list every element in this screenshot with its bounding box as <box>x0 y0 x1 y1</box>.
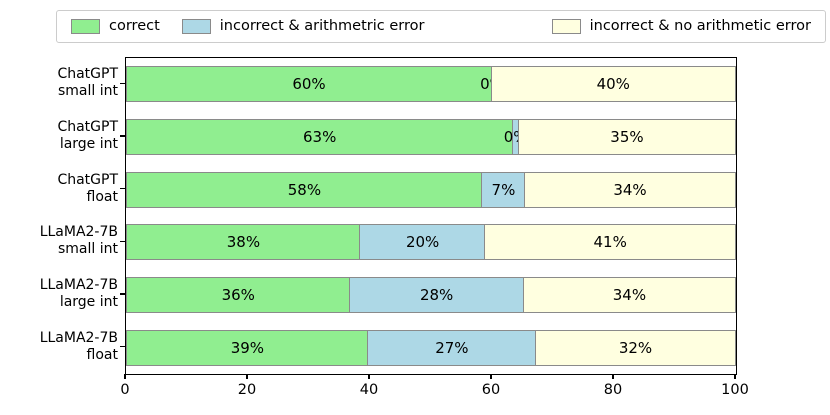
bar-segment-label: 36% <box>221 286 255 304</box>
bar-segment-label: 38% <box>226 233 261 252</box>
legend-label: incorrect & arithmetric error <box>219 18 425 35</box>
bar-segment: 39% <box>126 329 369 366</box>
x-tick-label: 60 <box>481 382 501 398</box>
y-axis-label: ChatGPT large int <box>57 119 118 152</box>
bar-segment: 27% <box>367 329 537 366</box>
bar-segment: 63% <box>126 119 514 155</box>
legend-item-correct: correct <box>71 19 160 34</box>
bar-segment-label: 28% <box>419 286 454 304</box>
bar-segment-label: 7% <box>491 180 516 199</box>
bar-segment: 20% <box>359 224 486 261</box>
bar-segment: 34% <box>522 277 736 313</box>
plot-area: 60%0%40%63%0%35%58%7%34%38%20%41%36%28%3… <box>125 57 737 375</box>
bar-segment-label: 27% <box>435 338 469 357</box>
bar-segment: 38% <box>126 224 361 261</box>
y-axis-label: LLaMA2-7B float <box>39 329 118 363</box>
bar-segment-label: 58% <box>287 180 322 199</box>
bar-segment: 40% <box>490 66 736 103</box>
bar-segment-label: 39% <box>230 338 265 357</box>
y-tick <box>120 135 125 137</box>
bar-segment: 28% <box>348 277 525 313</box>
legend-item-incorrect-no-arithmetic-error: incorrect & no arithmetic error <box>551 18 811 35</box>
bar-segment: 36% <box>126 277 351 313</box>
bar-segment: 58% <box>126 171 483 208</box>
bar-segment-label: 34% <box>612 286 647 304</box>
y-tick <box>120 293 125 295</box>
y-tick <box>120 187 125 190</box>
bar-segment-label: 35% <box>610 128 644 146</box>
legend-label: correct <box>109 18 160 35</box>
bar-segment: 32% <box>535 329 736 366</box>
bar-segment: 35% <box>517 119 736 155</box>
bar-segment-label: 60% <box>292 75 326 94</box>
x-tick <box>368 374 370 379</box>
bar-segment-label: 40% <box>596 75 630 94</box>
bar-segment: 41% <box>484 224 736 261</box>
bar-segment-label: 41% <box>593 233 627 252</box>
x-tick <box>612 374 614 379</box>
bar-segment-label: 20% <box>405 233 440 252</box>
x-tick-label: 40 <box>359 382 379 398</box>
bar-segment-label: 34% <box>613 180 647 199</box>
bar-segment: 60% <box>126 66 492 103</box>
legend: correct incorrect & arithmetric error in… <box>56 10 826 43</box>
legend-swatch-correct <box>71 19 100 34</box>
y-tick <box>120 240 125 243</box>
y-tick <box>120 345 125 348</box>
y-axis-label: ChatGPT small int <box>57 66 118 100</box>
legend-item-incorrect-arithmetric-error: incorrect & arithmetric error <box>181 18 425 35</box>
x-tick-label: 20 <box>237 382 257 398</box>
bar-segment-label: 32% <box>618 338 653 357</box>
x-tick <box>246 374 248 379</box>
x-tick <box>124 374 126 379</box>
legend-label: incorrect & no arithmetic error <box>589 18 811 35</box>
bar-segment: 7% <box>481 171 526 208</box>
bar-segment-label: 63% <box>303 128 337 146</box>
x-tick <box>490 374 492 379</box>
y-axis-label: LLaMA2-7B small int <box>39 224 118 258</box>
y-axis-label: LLaMA2-7B large int <box>39 277 118 310</box>
x-tick-label: 80 <box>603 382 623 398</box>
y-axis-label: ChatGPT float <box>57 171 118 205</box>
legend-swatch-incorrect-arithmetric-error <box>181 19 211 34</box>
y-tick <box>120 82 125 85</box>
x-tick-label: 100 <box>721 382 749 398</box>
x-tick <box>734 374 736 379</box>
bar-segment: 34% <box>524 171 736 208</box>
legend-swatch-incorrect-no-arithmetic-error <box>551 19 581 34</box>
x-tick-label: 0 <box>120 382 130 398</box>
